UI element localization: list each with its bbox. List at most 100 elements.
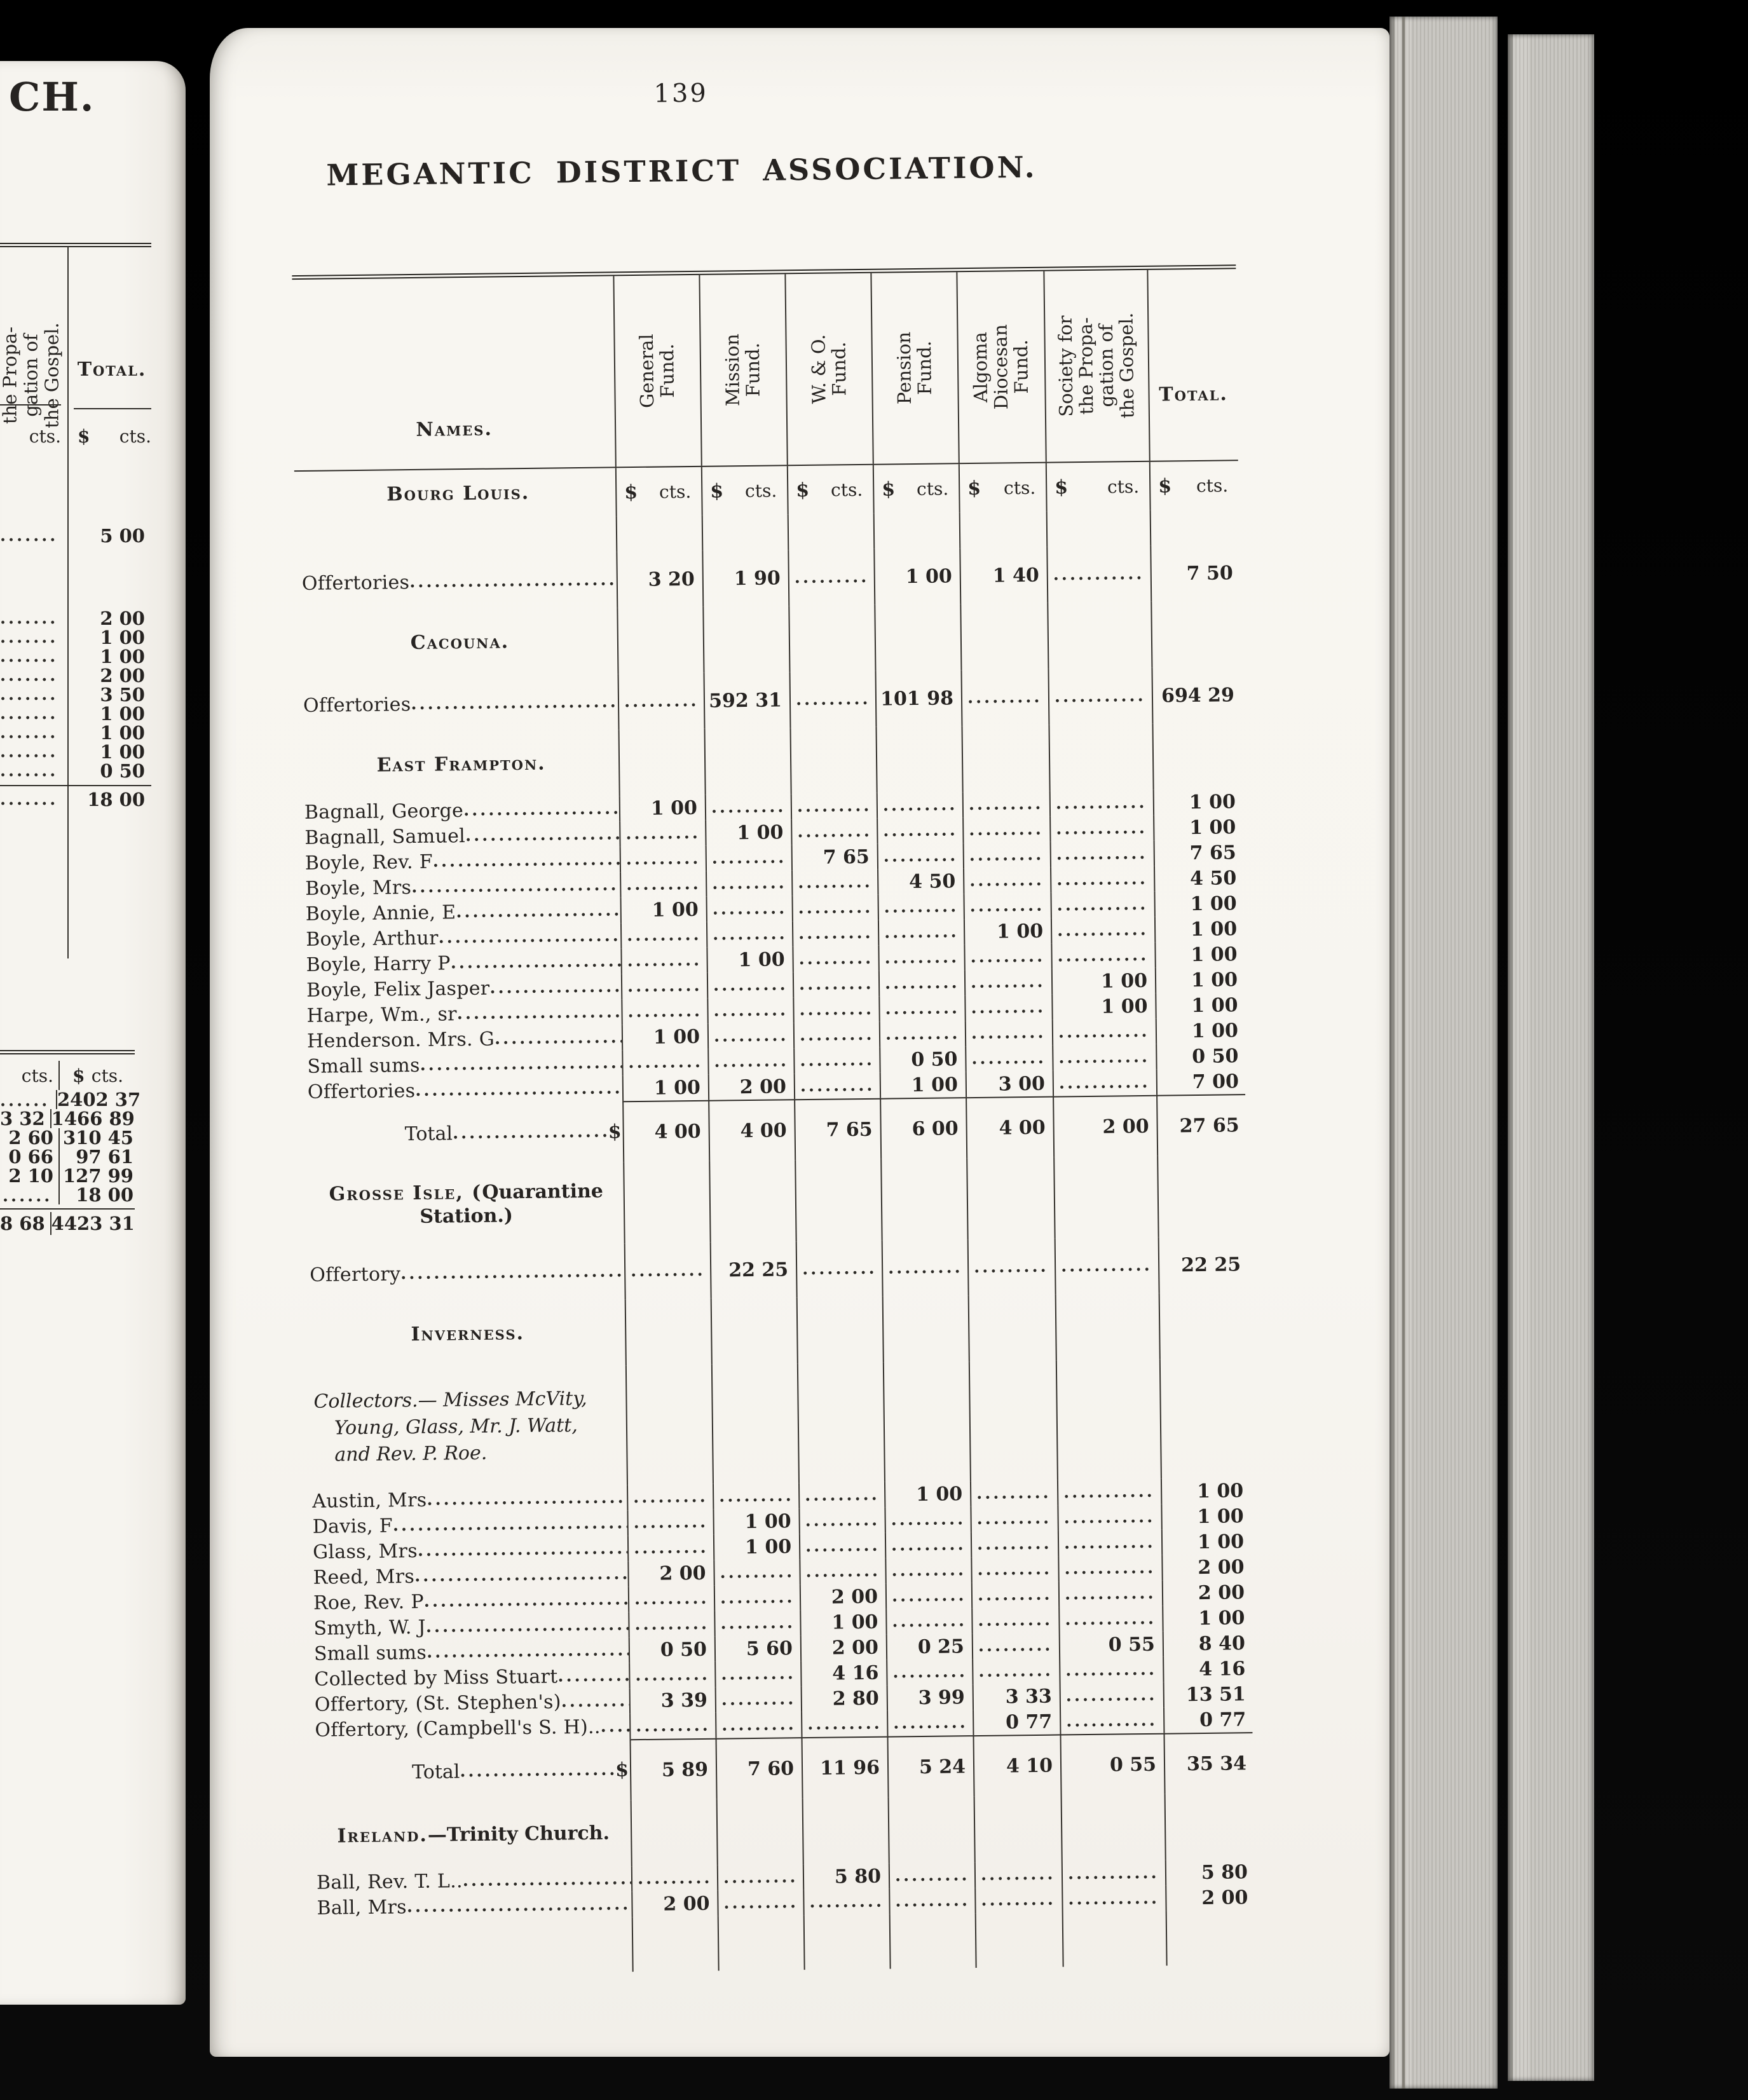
leader-dots [1061,1711,1156,1731]
table-row: Offertories 592 31 101 98 694 29 [297,667,1241,733]
amount-cell [1046,545,1151,603]
left-total-row: 18 00 [0,789,151,810]
amount-cell [798,1532,885,1560]
amount-cell [1053,1156,1158,1239]
amount-cell: 4 00 [966,1096,1054,1159]
name-cell: Offertories [295,552,617,611]
book-fore-edge [1390,17,1498,2089]
leader-dots [1059,1533,1154,1553]
amount-cell [788,549,875,606]
leader-dots [1060,1584,1154,1604]
heading-row: East Frampton. [297,723,1242,800]
total-cell: 2 00 [1165,1885,1255,1911]
amount-cell [796,1296,883,1364]
name-cell: Small sums [308,1637,629,1667]
amount-cell [961,725,1049,793]
amount-cell [884,1506,971,1533]
amount-cell: 7 65 [794,1098,881,1161]
total-cell: 8 40 [1162,1630,1252,1657]
leader-dots [795,1076,872,1096]
leader-dots [802,1714,879,1734]
amount-cell: 5 89 [629,1738,716,1801]
leader-dots [1061,1686,1156,1706]
amount-cell [631,1916,718,1972]
total-cell: 1 00 [1161,1529,1251,1555]
leader-dots [0,790,56,809]
amount-cell: 11 96 [801,1736,888,1799]
leader-dots [880,999,957,1018]
amount-cell [962,791,1050,818]
amount-cell [620,922,707,949]
leader-dots [623,1053,700,1072]
table-row: Offertories3 201 90 1 001 40 7 50 [295,545,1240,611]
cents-label: cts. [29,426,61,447]
amount-cell [793,1072,880,1100]
amount-cell: 1 00 [705,819,791,846]
leader-dots [629,1589,706,1609]
amount-cell [717,1915,804,1971]
total-column-header: Total. [77,358,147,381]
total-rule [0,785,151,786]
name-cell: Offertory, (Campbell's S. H).. [308,1714,629,1743]
amount-cell [963,892,1051,920]
leader-dots [631,1716,707,1736]
name-cell: Bagnall, George [298,796,619,825]
leader-dots [707,848,784,868]
leader-dots [1063,1889,1157,1909]
leader-dots [966,1023,1044,1043]
amount-cell [877,894,964,920]
dollar-cents-cell: $ cts. [700,466,788,515]
leader-dots [886,1535,963,1555]
leader-dots [426,1615,629,1637]
leader-dots [1052,920,1147,941]
amount-cell: 0 55 [1058,1631,1163,1658]
leader-dots [0,761,56,781]
amount-cell [627,1585,714,1612]
amount-cell [974,1861,1062,1888]
total-cell: 1 00 [1154,890,1243,917]
leader-dots [793,873,870,892]
leader-dots [622,925,699,945]
leader-dots [411,875,620,897]
leader-dots [804,1892,881,1912]
heading-row: Ireland.—Trinity Church. [310,1793,1254,1870]
total-cell: 2 00 [1161,1554,1251,1581]
amount-cell [621,998,707,1025]
amount-cell [875,726,962,793]
amount-cell: 1 00 [622,1074,709,1101]
leader-dots [400,1262,624,1283]
leader-dots [795,1051,871,1070]
amount-cell [971,1632,1060,1660]
leader-dots [620,824,697,843]
amount-cell: 4 00 [622,1100,709,1162]
total-cell [1149,509,1239,546]
amount-cell: 1 00 [1051,967,1156,995]
amount-cell [789,671,876,728]
name-cell: Ball, Mrs [310,1892,631,1921]
leader-dots [460,1760,615,1781]
name-cell: Roe, Rev. P [307,1586,628,1616]
fund-column-header-w-and-o: W. & O. Fund. [784,273,873,465]
leader-dots [965,947,1043,967]
leader-dots [632,1869,709,1888]
amount-cell [793,1047,880,1074]
amount-cell [877,843,964,869]
amount-cell [1059,1682,1164,1709]
leader-dots [793,898,870,918]
amount-cell [627,1509,713,1536]
fund-column-header-general: General Fund. [613,275,701,467]
amount-cell [967,1238,1055,1296]
leader-dots [715,1588,792,1607]
amount-cell [620,972,707,1000]
leader-dots [878,795,955,815]
page-title: MEGANTIC DISTRICT ASSOCIATION. [326,149,1037,193]
leader-dots [709,1051,786,1071]
leader-dots [0,704,56,723]
amount-cell [876,792,963,819]
leader-dots [707,924,784,944]
note-row: Collectors.— Misses McVity, Young, Glass,… [304,1358,1250,1489]
amount-cell [706,870,792,897]
name-cell: Bagnall, Samuel [298,821,619,850]
amount-cell [974,1912,1063,1968]
